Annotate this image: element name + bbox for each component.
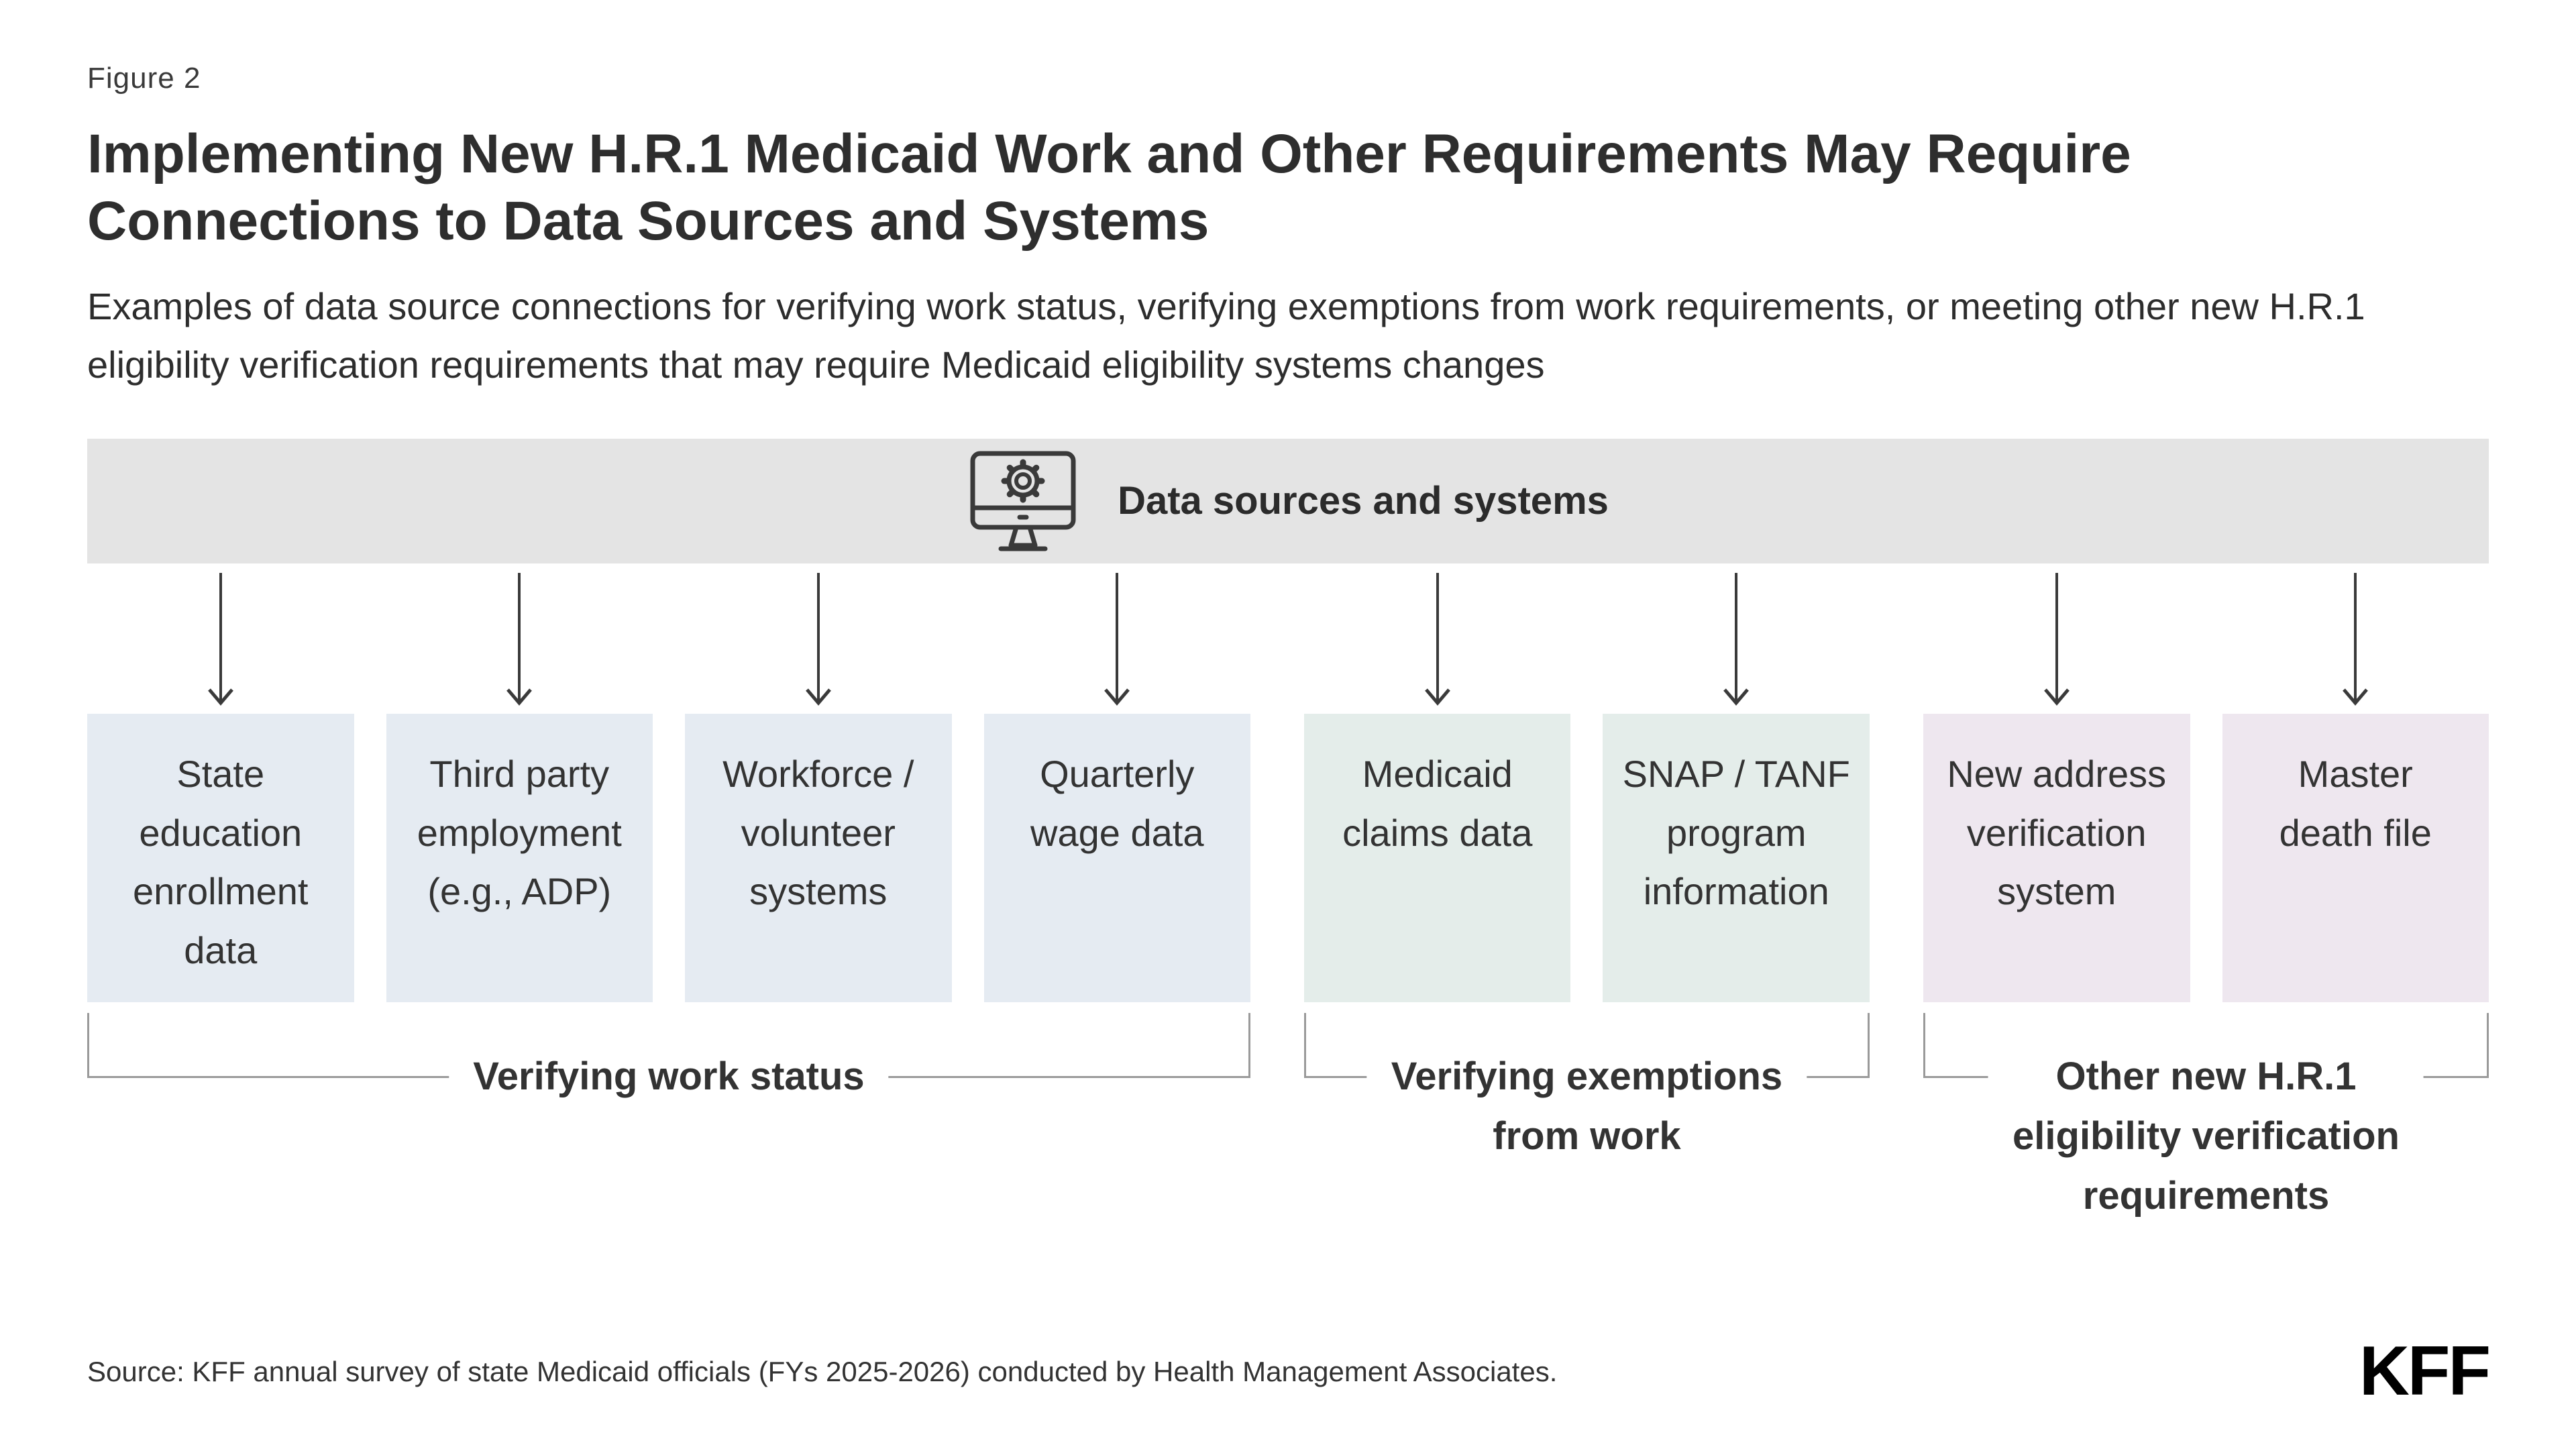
data-source-box: Medicaid claims data (1303, 713, 1571, 1002)
figure-subtitle: Examples of data source connections for … (87, 285, 2365, 386)
down-arrow-icon (984, 564, 1251, 714)
kff-logo: KFF (2359, 1332, 2491, 1410)
down-arrow-icon (1923, 564, 2190, 714)
down-arrow-icon (386, 564, 653, 714)
bracket-tick (87, 1012, 89, 1078)
source-note: Source: KFF annual survey of state Medic… (87, 1355, 1558, 1387)
data-source-boxes-row: State education enrollment data Third pa… (87, 713, 2489, 1002)
footer: Source: KFF annual survey of state Medic… (87, 1332, 2491, 1411)
group-label: Verifying work status (449, 1046, 889, 1106)
data-source-box: State education enrollment data (87, 713, 354, 1002)
data-source-box: Quarterly wage data (983, 713, 1250, 1002)
data-source-box: SNAP / TANF program information (1603, 713, 1870, 1002)
figure-title: Implementing New H.R.1 Medicaid Work and… (87, 123, 2131, 252)
data-sources-banner: Data sources and systems (87, 438, 2489, 564)
monitor-gear-icon (967, 450, 1079, 552)
data-source-box: Master death file (2222, 713, 2489, 1002)
banner-label: Data sources and systems (1118, 479, 1609, 523)
group-label: Other new H.R.1 eligibility verification… (1988, 1046, 2424, 1226)
bracket-verifying-work-status: Verifying work status (87, 1012, 1250, 1214)
bracket-tick (1248, 1012, 1250, 1078)
bracket-verifying-exemptions: Verifying exemptions from work (1303, 1012, 1870, 1214)
bracket-tick (1303, 1012, 1306, 1078)
down-arrow-icon (2222, 564, 2489, 714)
down-arrow-icon (685, 564, 952, 714)
data-source-box: New address verification system (1923, 713, 2190, 1002)
figure-number: Figure 2 (87, 62, 201, 95)
data-source-box: Third party employment (e.g., ADP) (386, 713, 653, 1002)
down-arrow-icon (87, 564, 354, 714)
group-brackets-row: Verifying work status Verifying exemptio… (87, 1012, 2489, 1226)
bracket-other-hr1-requirements: Other new H.R.1 eligibility verification… (1923, 1012, 2489, 1226)
down-arrow-icon (1304, 564, 1571, 714)
bracket-tick (1923, 1012, 1925, 1078)
group-label: Verifying exemptions from work (1366, 1046, 1807, 1166)
bracket-tick (1867, 1012, 1870, 1078)
connector-arrows-row (87, 564, 2489, 714)
bracket-tick (2487, 1012, 2489, 1078)
data-source-box: Workforce / volunteer systems (685, 713, 952, 1002)
down-arrow-icon (1603, 564, 1870, 714)
